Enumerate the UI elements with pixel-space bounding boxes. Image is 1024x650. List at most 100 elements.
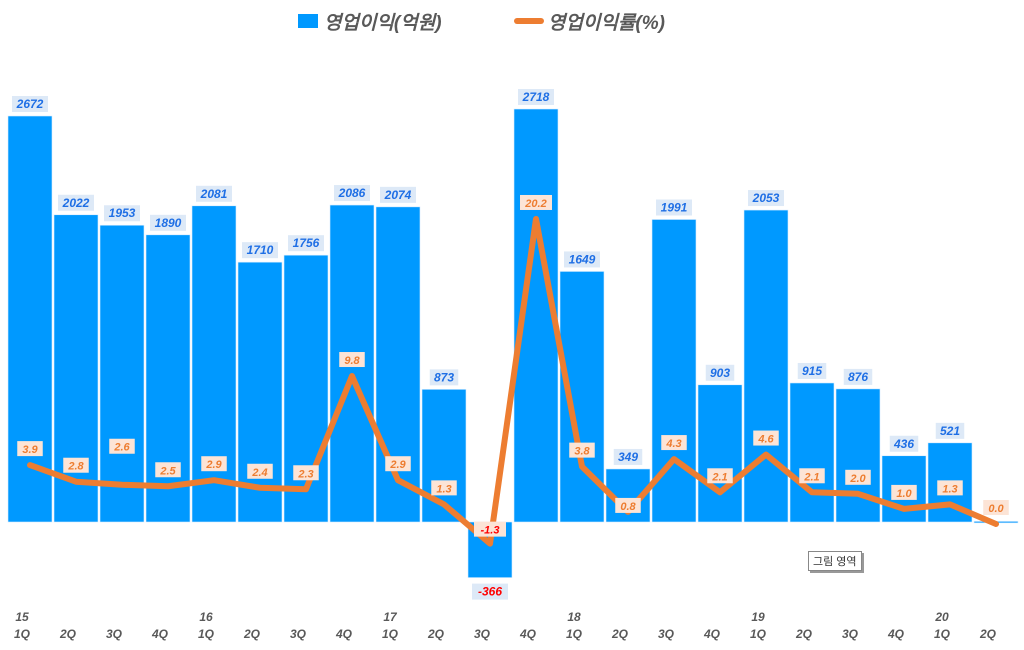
- bar-value-label: 2086: [338, 186, 366, 200]
- line-value-label: 4.3: [665, 438, 681, 450]
- line-label-bg: [431, 480, 457, 496]
- x-axis: 15 1Q 2Q 3Q 4Q 16 1Q 2Q 3Q 4Q 17 1Q 2Q 3Q 4Q 18 1Q 2Q 3Q 4Q…: [14, 610, 997, 641]
- line-value-label: 2.3: [297, 468, 313, 480]
- line-label-bg: [937, 480, 963, 496]
- bar-label-bg: [334, 185, 370, 202]
- bar-label-bg: [518, 89, 554, 106]
- x-tick-quarter: 4Q: [703, 627, 721, 641]
- line-label-bg: [63, 457, 89, 473]
- line-label-bg: [293, 465, 319, 481]
- line-series: [27, 215, 999, 547]
- x-tick-quarter: 3Q: [658, 627, 675, 641]
- plot-area-tooltip: 그림 영역: [808, 551, 862, 571]
- legend-item-operating-margin: 영업이익률(%): [514, 6, 665, 36]
- line-value-label: 1.0: [896, 488, 912, 500]
- line-value-label: 0.8: [620, 501, 636, 513]
- x-tick-quarter: 3Q: [290, 627, 307, 641]
- line-value-label: 1.3: [436, 483, 451, 495]
- bar-value-label: 521: [940, 424, 960, 438]
- line-label-bg: [845, 469, 871, 485]
- bar-value-label: 1756: [293, 236, 320, 250]
- bar-label-bg: [380, 186, 416, 203]
- operating-margin-line: [27, 215, 999, 547]
- bar-value-label: 903: [710, 366, 730, 380]
- line-value-label: 3.9: [22, 444, 38, 456]
- bar-value-label: 876: [848, 370, 868, 384]
- line-value-label: 4.6: [757, 434, 774, 446]
- bar: [191, 205, 237, 523]
- line-value-label: 1.3: [942, 483, 957, 495]
- x-tick-quarter: 3Q: [842, 627, 859, 641]
- bar-label-bg: [12, 96, 48, 112]
- x-tick-quarter: 4Q: [151, 627, 169, 641]
- line-value-label: 2.9: [205, 459, 222, 471]
- x-tick-quarter: 1Q: [566, 627, 583, 641]
- x-tick-quarter: 1Q: [14, 627, 31, 641]
- bar: [99, 224, 145, 523]
- x-tick-quarter: 4Q: [887, 627, 905, 641]
- bar: [697, 384, 743, 523]
- legend-label-operating-profit: 영업이익(억원): [324, 12, 442, 34]
- x-tick-quarter: 3Q: [474, 627, 491, 641]
- line-value-label: 2.6: [113, 442, 130, 454]
- bar-label-bg: [58, 194, 94, 211]
- line-label-bg: [983, 500, 1009, 515]
- bar-label-bg: [748, 190, 784, 207]
- bar: [421, 389, 467, 523]
- x-tick-quarter: 2Q: [611, 627, 629, 641]
- bar-label-bg: [656, 199, 692, 216]
- x-tick-quarter: 1Q: [934, 627, 951, 641]
- bar-label-bg: [288, 235, 324, 252]
- line-data-labels: 3.9 2.8 2.6 2.5 2.9 2.4 2.3 9.8 2.9 1.3 -1.3 20.2 3.…: [17, 194, 1009, 537]
- line-label-bg: [339, 352, 365, 368]
- line-value-label: 9.8: [344, 355, 360, 367]
- line-label-bg: [17, 441, 43, 457]
- bar-label-bg: [843, 368, 873, 385]
- bar-label-bg: [705, 364, 735, 381]
- bar-label-bg: [196, 185, 232, 202]
- chart-legend: 영업이익(억원) 영업이익률(%): [0, 6, 1024, 36]
- line-label-bg: [799, 468, 825, 484]
- bar-value-label: 1953: [109, 206, 136, 220]
- bar-value-label: 1991: [661, 200, 688, 214]
- line-label-bg: [753, 430, 779, 446]
- x-tick-quarter: 2Q: [59, 627, 77, 641]
- bar-value-label: 436: [893, 437, 914, 451]
- line-label-bg: [569, 442, 595, 458]
- line-label-bg: [661, 435, 687, 451]
- x-tick-quarter: 2Q: [427, 627, 445, 641]
- line-value-label: 2.8: [67, 461, 84, 473]
- x-tick-quarter: 1Q: [382, 627, 399, 641]
- bar: [835, 388, 881, 523]
- bar-data-labels: 2672 2022 1953 1890 2081 1710 1756 2086 2074 873 -…: [12, 89, 965, 600]
- bar-value-label: -366: [478, 585, 502, 599]
- bar-label-bg: [429, 369, 459, 386]
- x-tick-year: 16: [199, 610, 213, 624]
- bar-value-label: 2022: [62, 196, 90, 210]
- x-tick-quarter: 2Q: [243, 627, 261, 641]
- bar-label-bg: [472, 583, 508, 600]
- bar-label-bg: [613, 448, 643, 465]
- bar: [145, 234, 191, 523]
- bar-value-label: 2718: [522, 90, 550, 104]
- bar-value-label: 1649: [569, 252, 596, 266]
- x-tick-quarter: 4Q: [335, 627, 353, 641]
- line-value-label: 2.0: [849, 473, 866, 485]
- line-value-label: 2.1: [711, 471, 727, 483]
- x-tick-year: 20: [934, 610, 949, 624]
- line-value-label: 0.0: [988, 503, 1004, 515]
- bar: [789, 382, 835, 523]
- bar-value-label: 2074: [384, 188, 412, 202]
- bar-label-bg: [889, 435, 919, 452]
- line-value-label: 20.2: [524, 198, 546, 210]
- line-label-bg: [109, 438, 135, 454]
- x-tick-quarter: 2Q: [795, 627, 813, 641]
- bar-label-bg: [242, 242, 278, 259]
- bar-label-bg: [935, 422, 965, 439]
- x-tick-year: 17: [383, 610, 398, 624]
- x-tick-year: 19: [751, 610, 765, 624]
- bar-value-label: 915: [802, 364, 822, 378]
- bar-value-label: 1890: [155, 216, 182, 230]
- x-tick-quarter: 4Q: [519, 627, 537, 641]
